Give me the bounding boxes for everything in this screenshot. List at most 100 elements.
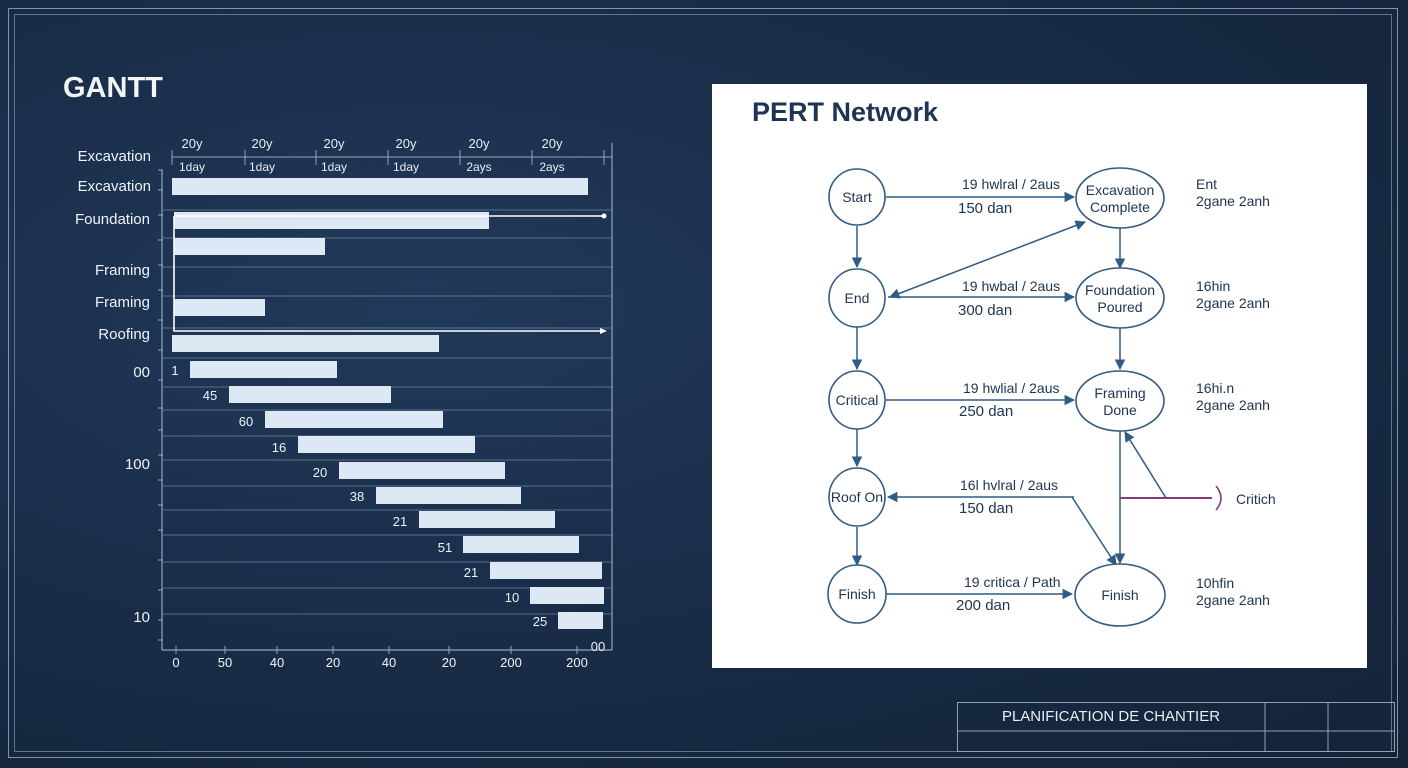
gantt-bar [376, 487, 521, 504]
gantt-header-top-label: 20y [469, 136, 490, 151]
gantt-x-tick-label: 20 [442, 655, 456, 670]
pert-side-note: 10hfin [1196, 575, 1234, 591]
pert-node-end-label: End [845, 290, 870, 306]
gantt-link-dot [601, 213, 607, 219]
gantt-bar [298, 436, 475, 453]
gantt-header-bottom-label: 1day [321, 160, 347, 174]
pert-node-excavation-complete-label: Complete [1090, 199, 1150, 215]
gantt-x-tick-label: 50 [218, 655, 232, 670]
pert-panel: PERT Network Start End Critical Roof On Fini… [712, 84, 1367, 668]
gantt-header-top-label: 20y [324, 136, 345, 151]
pert-node-finish [827, 564, 887, 624]
pert-side-note: 2gane 2anh [1196, 397, 1270, 413]
gantt-x-tick-label: 200 [500, 655, 522, 670]
pert-node-framing-done-label: Framing [1094, 385, 1145, 401]
gantt-header-bottom-label: 1day [393, 160, 419, 174]
pert-edge-label: 19 hwlial / 2aus [963, 380, 1060, 396]
title-block-label: PLANIFICATION DE CHANTIER [1001, 708, 1221, 725]
gantt-bar [530, 587, 604, 604]
pert-node-finish-right [1074, 563, 1166, 627]
gantt-x-tick-label: 40 [382, 655, 396, 670]
gantt-bar [190, 361, 337, 378]
pert-node-roof-on [828, 467, 886, 527]
gantt-bar-number: 10 [505, 590, 519, 605]
pert-critical-bracket [1215, 485, 1222, 511]
gantt-bar-number: 20 [313, 465, 327, 480]
pert-edge-label: 19 hwlral / 2aus [962, 176, 1060, 192]
pert-side-note: 2gane 2anh [1196, 295, 1270, 311]
gantt-title: GANTT [63, 72, 163, 104]
pert-edge-duration: 150 dan [958, 200, 1012, 217]
pert-nodes [827, 167, 1166, 627]
pert-edge-duration: 300 dan [958, 302, 1012, 319]
gantt-bar [174, 212, 489, 229]
pert-node-start-label: Start [842, 189, 872, 205]
gantt-row-label: Foundation [75, 211, 150, 228]
pert-side-note: 2gane 2anh [1196, 592, 1270, 608]
pert-node-start [828, 168, 886, 226]
gantt-header-bottom-label: 2ays [466, 160, 491, 174]
gantt-bar-number: 1 [171, 363, 178, 378]
gantt-bars [172, 178, 607, 629]
pert-node-critical-label: Critical [836, 392, 879, 408]
gantt-bar [490, 562, 602, 579]
gantt-row-label: 00 [133, 364, 150, 381]
gantt-bar-number: 00 [591, 639, 605, 654]
pert-node-excavation-complete [1075, 167, 1165, 229]
gantt-labels: 20y 20y 20y 20y 20y 20y 1day 1day 1day 1day 2ays 2a… [75, 136, 605, 670]
gantt-row-label: Roofing [98, 326, 150, 343]
gantt-bar-number: 60 [239, 414, 253, 429]
pert-edge-duration: 250 dan [959, 403, 1013, 420]
gantt-header-top-label: 20y [252, 136, 273, 151]
gantt-row-label: Framing [95, 294, 150, 311]
pert-title: PERT Network [752, 97, 939, 127]
gantt-bar [229, 386, 391, 403]
pert-edges [851, 191, 1222, 600]
gantt-bar [419, 511, 555, 528]
pert-node-foundation-poured [1075, 267, 1165, 329]
pert-edge-label: 19 hwbal / 2aus [962, 278, 1060, 294]
gantt-header-bottom-label: 2ays [539, 160, 564, 174]
pert-edge [1071, 496, 1117, 566]
pert-edge-label: 19 critica / Path [964, 574, 1061, 590]
gantt-x-tick-label: 20 [326, 655, 340, 670]
gantt-row-label: Excavation [78, 178, 151, 195]
pert-side-note: 2gane 2anh [1196, 193, 1270, 209]
gantt-row-label: 10 [133, 609, 150, 626]
gantt-header-bottom-label: 1day [179, 160, 205, 174]
pert-node-roof-on-label: Roof On [831, 489, 883, 505]
gantt-bar [172, 335, 439, 352]
pert-edge-duration: 150 dan [959, 500, 1013, 517]
gantt-header-top-label: 20y [182, 136, 203, 151]
gantt-bar-number: 25 [533, 614, 547, 629]
pert-edge-duration: 200 dan [956, 597, 1010, 614]
pert-node-framing-done [1075, 370, 1165, 432]
gantt-x-tick-label: 40 [270, 655, 284, 670]
gantt-grid [158, 143, 613, 654]
gantt-bar [339, 462, 505, 479]
gantt-header-top-label: 20y [396, 136, 417, 151]
pert-edge [889, 220, 1086, 299]
gantt-link-line [173, 216, 604, 332]
gantt-header-top-label: 20y [542, 136, 563, 151]
pert-node-framing-done-label: Done [1103, 402, 1137, 418]
gantt-bar-number: 16 [272, 440, 286, 455]
gantt-chart: 20y 20y 20y 20y 20y 20y 1day 1day 1day 1day 2ays 2a… [75, 136, 613, 670]
pert-node-finish-right-label: Finish [1101, 587, 1138, 603]
title-block: PLANIFICATION DE CHANTIER [957, 702, 1395, 752]
gantt-row-label: 100 [125, 456, 150, 473]
gantt-link-arrowhead [600, 328, 607, 334]
pert-node-finish-label: Finish [838, 586, 875, 602]
gantt-bar-number: 38 [350, 489, 364, 504]
pert-critical-label: Critich [1236, 491, 1276, 507]
gantt-bar [174, 299, 265, 316]
gantt-bar [265, 411, 443, 428]
gantt-bar-number: 45 [203, 388, 217, 403]
gantt-bar-number: 21 [464, 565, 478, 580]
gantt-row-label: Framing [95, 262, 150, 279]
pert-side-note: Ent [1196, 176, 1217, 192]
pert-node-end [828, 268, 886, 328]
gantt-bar-number: 21 [393, 514, 407, 529]
pert-side-note: 16hin [1196, 278, 1230, 294]
